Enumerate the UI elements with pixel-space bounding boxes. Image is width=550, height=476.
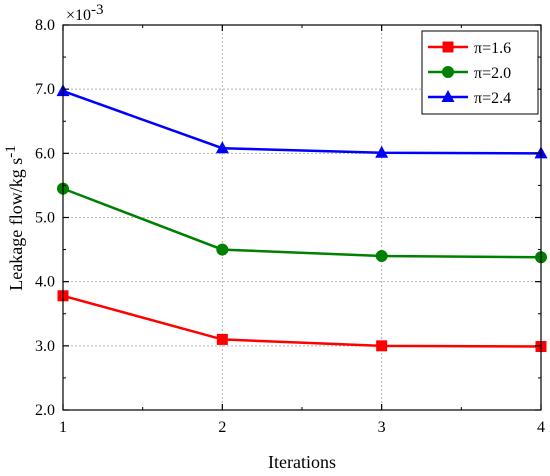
y-tick-label: 6.0	[35, 145, 55, 162]
y-axis-title-superscript: -1	[3, 145, 19, 158]
y-tick-label: 5.0	[35, 210, 55, 227]
series-square	[57, 290, 547, 352]
y-tick-label: 7.0	[35, 81, 55, 98]
y-tick-label: 2.0	[35, 402, 55, 419]
data-point	[215, 141, 229, 154]
y-axis-title-main: Leakage flow/kg s	[6, 158, 26, 291]
x-tick-label: 1	[59, 419, 67, 436]
legend-item: π=1.6	[428, 40, 511, 57]
data-point	[375, 250, 388, 262]
data-point	[375, 145, 389, 158]
axis-ticks: 2.0 3.0 4.0 5.0 6.0 7.0 8.0 1 2 3 4	[35, 17, 545, 436]
legend-item: π=2.4	[428, 90, 511, 107]
series-line	[62, 89, 542, 155]
y-tick-label: 3.0	[35, 338, 55, 355]
data-point	[216, 333, 228, 345]
series-layer	[56, 84, 548, 352]
y-multiplier: ×10-3	[66, 2, 104, 24]
y-axis-title: Leakage flow/kg s-1	[3, 145, 26, 290]
x-tick-label: 2	[218, 419, 226, 436]
legend-label: π=2.4	[474, 90, 511, 107]
x-tick-label: 3	[378, 419, 386, 436]
y-tick-label: 8.0	[35, 17, 55, 34]
y-multiplier-exp: -3	[91, 2, 104, 18]
series-circle	[57, 182, 547, 264]
series-line	[62, 294, 542, 348]
data-point	[376, 340, 388, 352]
y-tick-label: 4.0	[35, 274, 55, 291]
legend-marker	[442, 66, 454, 78]
legend-item: π=2.0	[428, 65, 511, 82]
legend-marker	[442, 41, 454, 53]
data-point	[216, 243, 229, 256]
x-tick-label: 4	[537, 419, 545, 436]
legend-marker	[441, 90, 455, 102]
legend: π=1.6 π=2.0 π=2.4	[421, 30, 539, 115]
legend-label: π=2.0	[474, 65, 511, 82]
series-line	[62, 187, 542, 259]
x-axis-title: Iterations	[268, 452, 336, 472]
legend-label: π=1.6	[474, 40, 511, 57]
y-multiplier-base: ×10	[66, 7, 91, 24]
